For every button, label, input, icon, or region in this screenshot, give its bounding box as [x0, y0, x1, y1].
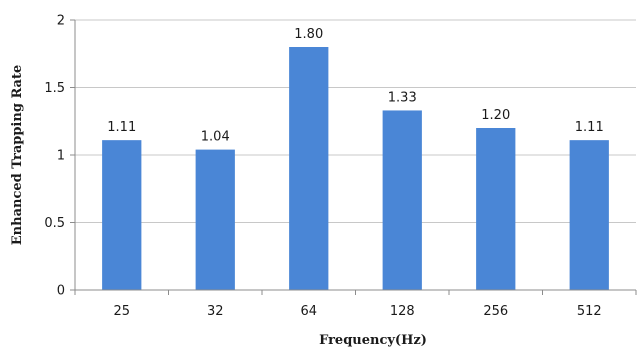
- gridlines: [75, 19, 636, 223]
- bar: [102, 140, 142, 290]
- bar: [289, 47, 329, 290]
- y-tick-label: 1.5: [44, 81, 65, 96]
- data-labels: 1.11 1.04 1.80 1.33 1.20 1.11: [107, 27, 603, 145]
- data-label: 1.11: [575, 120, 604, 135]
- axes: [70, 19, 637, 295]
- y-tick-label: 2: [57, 14, 65, 29]
- data-label: 1.04: [201, 130, 230, 145]
- bar: [476, 128, 516, 290]
- data-label: 1.33: [388, 90, 417, 105]
- bars: [102, 47, 609, 290]
- bar: [195, 149, 235, 290]
- x-axis-title: Frequency(Hz): [319, 333, 427, 348]
- bar: [382, 110, 422, 290]
- data-label: 1.80: [294, 27, 323, 42]
- x-tick-labels: 25 32 64 128 256 512: [113, 304, 601, 319]
- y-tick-labels: 0 0.5 1 1.5 2: [44, 14, 65, 299]
- y-tick-label: 1: [57, 149, 65, 164]
- x-tick-label: 64: [300, 304, 317, 319]
- data-label: 1.20: [481, 108, 510, 123]
- x-tick-label: 32: [207, 304, 224, 319]
- y-tick-label: 0.5: [44, 216, 65, 231]
- x-tick-label: 128: [390, 304, 415, 319]
- data-label: 1.11: [107, 120, 136, 135]
- x-tick-label: 256: [483, 304, 508, 319]
- y-tick-label: 0: [57, 284, 65, 299]
- y-axis-title: Enhanced Trapping Rate: [10, 65, 25, 245]
- x-tick-label: 512: [577, 304, 602, 319]
- x-tick-label: 25: [113, 304, 130, 319]
- bar: [569, 140, 609, 290]
